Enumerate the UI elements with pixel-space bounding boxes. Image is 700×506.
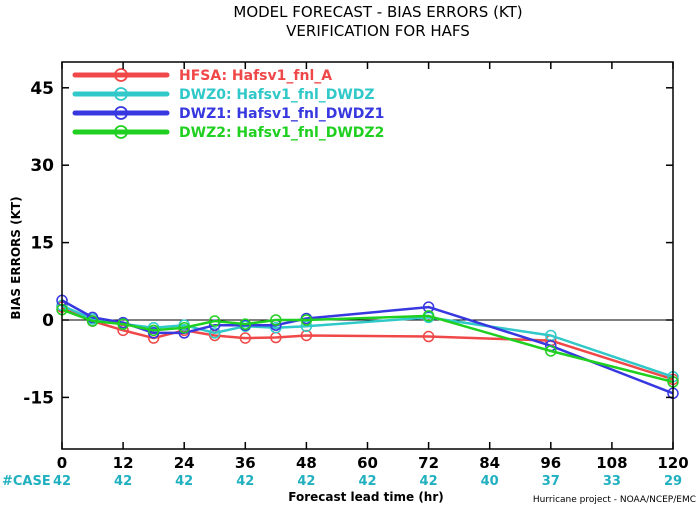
series-4-point [209,315,221,327]
case-count: 37 [542,474,560,489]
series-3-point [422,301,435,313]
series-3-point [86,311,99,324]
axes: -15 0 15 30 45 0 42 12 42 24 42 36 42 48 42 60 42 72 42 84 4… [23,61,689,489]
case-count: 40 [481,474,499,489]
x-tick-label: 24 [174,454,195,472]
series-layer [56,294,679,400]
case-count: 42 [420,474,438,489]
series-line-2 [61,304,674,378]
series-4-point [545,345,557,357]
x-tick-label: 60 [357,454,378,472]
x-tick-label: 12 [113,454,134,472]
y-tick-label: 15 [30,234,54,254]
series-1-point [239,332,252,344]
case-count: 42 [175,474,193,489]
case-label: #CASE [2,474,51,489]
case-count: 33 [603,474,621,489]
chart-title: MODEL FORECAST - BIAS ERRORS (KT) [233,3,522,21]
x-tick-label: 84 [479,454,500,472]
legend-label-4: DWZ2: Hafsv1_fnl_DWDZ2 [179,125,384,141]
series-1-point [422,330,435,343]
credit-text: Hurricane project - NOAA/NCEP/EMC [533,495,696,505]
y-tick-label: 0 [42,311,54,331]
x-tick-label: 36 [235,454,256,472]
x-tick-label: 48 [296,454,317,472]
legend-marker-1 [114,68,128,82]
x-tick-label: 0 [57,454,67,472]
legend-label-2: DWZ0: Hafsv1_fnl_DWDZ [179,87,375,103]
chart-subtitle: VERIFICATION FOR HAFS [286,22,470,40]
legend-label-1: HFSA: Hafsv1_fnl_A [179,68,332,84]
y-tick-label: -15 [23,388,54,408]
series-2-point [209,327,221,339]
case-count: 42 [236,474,254,489]
case-count: 29 [664,474,682,489]
series-4-point [270,314,282,326]
legend-marker-2 [114,87,128,101]
series-4-point [239,318,252,330]
y-axis-label: BIAS ERRORS (KT) [9,196,23,319]
y-tick-label: 45 [30,79,54,99]
x-tick-label: 72 [418,454,439,472]
x-tick-label: 96 [540,454,561,472]
series-4-point [300,314,313,326]
case-count: 42 [358,474,376,489]
x-axis-label: Forecast lead time (hr) [288,490,444,504]
legend-marker-3 [114,106,128,120]
legend-marker-4 [114,125,128,139]
legend-label-3: DWZ1: Hafsv1_fnl_DWDZ1 [179,106,384,122]
series-4-point [422,310,435,322]
case-count: 42 [114,474,132,489]
series-4-point [86,315,99,327]
case-count: 42 [297,474,315,489]
x-tick-label: 120 [657,454,688,472]
series-4-point [178,321,190,334]
y-tick-label: 30 [30,156,54,176]
case-count: 42 [53,474,71,489]
x-tick-label: 108 [596,454,627,472]
series-4-point [147,324,160,337]
legend: HFSA: Hafsv1_fnl_A DWZ0: Hafsv1_fnl_DWDZ D… [72,68,384,141]
series-4-point [117,318,129,330]
